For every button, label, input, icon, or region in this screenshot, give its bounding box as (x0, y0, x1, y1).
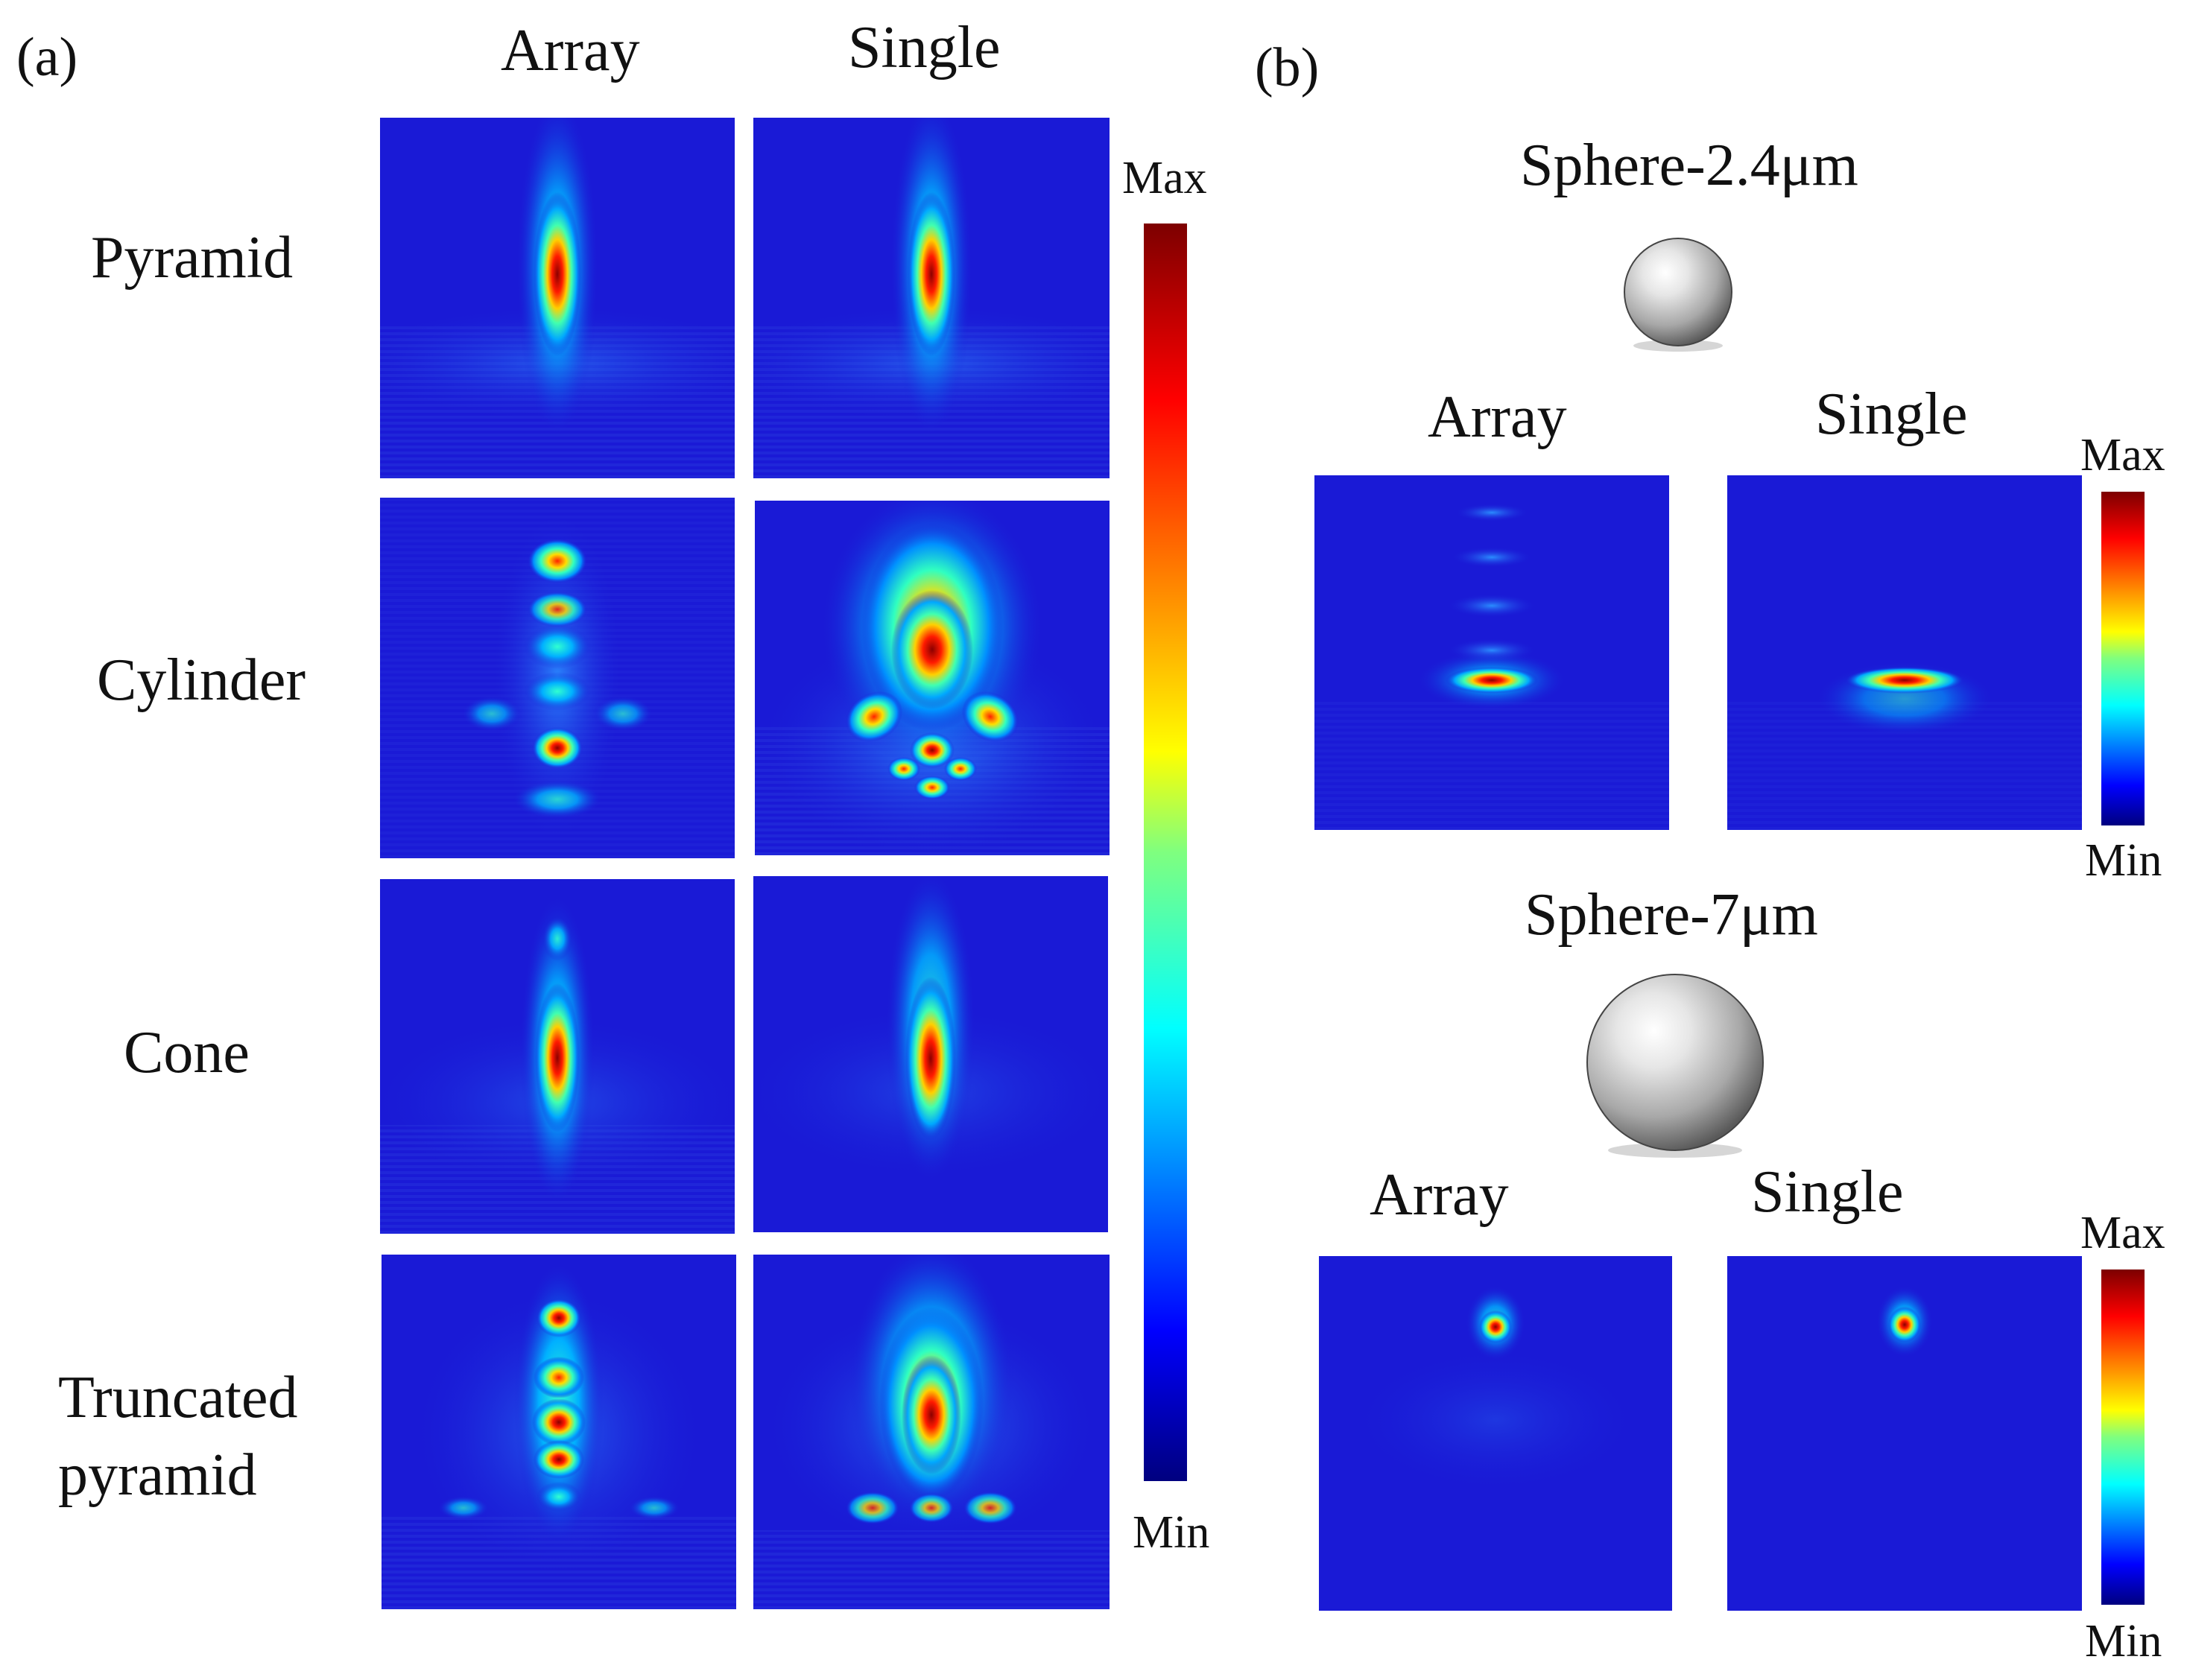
sphere-large-colorbar-min: Min (2085, 1616, 2162, 1667)
sphere-small-colorbar (2101, 492, 2145, 825)
sphere-large-single-map (1727, 1256, 2082, 1611)
sphere-small-col-array: Array (1428, 384, 1567, 450)
panel-a-colorbar (1144, 224, 1187, 1481)
row-label-pyramid: Pyramid (91, 225, 294, 291)
truncated-pyramid-array-map (382, 1255, 736, 1609)
sphere-large-col-single: Single (1751, 1159, 1904, 1225)
panel-a-col-array: Array (501, 18, 640, 83)
sphere-large-icon (1583, 973, 1767, 1159)
sphere-small-title: Sphere-2.4μm (1520, 133, 1858, 198)
panel-a-col-single: Single (848, 15, 1001, 80)
sphere-small-colorbar-max: Max (2080, 430, 2165, 481)
sphere-large-col-array: Array (1370, 1162, 1509, 1228)
row-label-cylinder: Cylinder (97, 647, 306, 713)
pyramid-single-map (753, 118, 1110, 478)
sphere-large-title: Sphere-7μm (1525, 882, 1818, 948)
sphere-large-colorbar-max: Max (2080, 1208, 2165, 1258)
cone-array-map (380, 879, 735, 1234)
cone-single-map (753, 876, 1108, 1232)
row-label-pyramid-2: pyramid (58, 1442, 257, 1508)
truncated-pyramid-single-map (753, 1255, 1110, 1609)
panel-a-colorbar-max: Max (1122, 153, 1207, 203)
sphere-large-colorbar (2101, 1269, 2145, 1605)
row-label-truncated: Truncated (58, 1365, 298, 1430)
sphere-small-icon (1620, 237, 1736, 353)
row-label-cone: Cone (124, 1020, 250, 1085)
cylinder-array-map (380, 498, 735, 858)
pyramid-array-map (380, 118, 735, 478)
sphere-small-array-map (1314, 475, 1669, 830)
panel-a-label: (a) (16, 27, 78, 88)
sphere-small-single-map (1727, 475, 2082, 830)
sphere-small-colorbar-min: Min (2085, 835, 2162, 886)
cylinder-single-map (755, 501, 1110, 855)
sphere-large-array-map (1319, 1256, 1672, 1611)
sphere-small-col-single: Single (1815, 381, 1968, 447)
panel-b-label: (b) (1255, 37, 1320, 98)
panel-a-colorbar-min: Min (1133, 1507, 1210, 1558)
